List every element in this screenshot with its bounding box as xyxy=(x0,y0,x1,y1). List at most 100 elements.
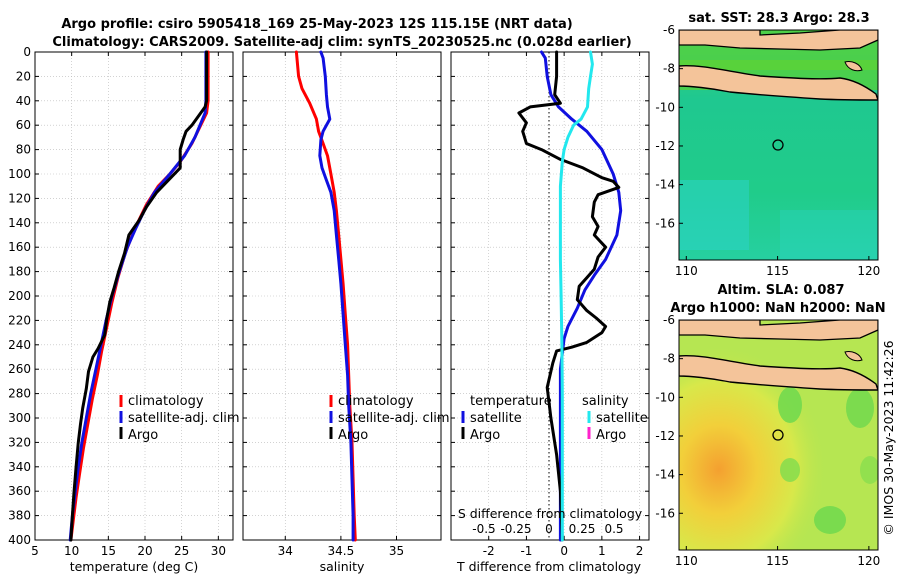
x-tick-label: 20 xyxy=(137,544,152,558)
difference-legend: temperature satellite Argo salinity sate… xyxy=(461,394,648,443)
sla-low-patch xyxy=(846,388,874,428)
legend-label-temp-argo: Argo xyxy=(470,428,500,443)
figure-title-line1: Argo profile: csiro 5905418_169 25-May-2… xyxy=(61,17,572,32)
y-tick-label: 60 xyxy=(16,118,31,132)
map-x-tick-label: 120 xyxy=(857,554,880,568)
map-y-tick-label: -16 xyxy=(655,216,675,230)
sla-map-title-line1: Altim. SLA: 0.087 xyxy=(718,283,845,298)
x-tick-label: -1 xyxy=(520,544,532,558)
temperature-ticks: 0 20 40 60 80 100 120 140 160 180 200 220 240 260 280 3… xyxy=(8,45,233,558)
sst-map-title: sat. SST: 28.3 Argo: 28.3 xyxy=(688,11,869,26)
y-tick-label: 260 xyxy=(8,362,31,376)
map-y-tick-label: -14 xyxy=(655,468,675,482)
salinity-ticks: 34 34.5 35 xyxy=(243,51,441,558)
sst-argo-location-marker xyxy=(772,139,784,151)
legend-label-climatology: climatology xyxy=(338,394,414,409)
map-x-tick-label: 115 xyxy=(766,554,789,568)
salinity-difference-tick-label: 0 xyxy=(545,522,553,536)
x-tick-label: 25 xyxy=(174,544,189,558)
difference-panel: -2 -1 0 1 2 T difference from climatology S … xyxy=(450,50,650,574)
sla-land-java xyxy=(679,354,878,391)
temperature-series xyxy=(68,50,210,542)
map-y-tick-label: -12 xyxy=(655,429,675,443)
legend-label-satellite: satellite-adj. clim xyxy=(128,411,240,426)
series-line-argo xyxy=(69,50,209,542)
legend-label-sal-satellite: satellite xyxy=(596,411,648,426)
salinity-difference-tick-label: -0.25 xyxy=(500,522,531,536)
series-line-climatology xyxy=(69,50,210,542)
salinity-difference-tick-label: 0.25 xyxy=(569,522,596,536)
y-tick-label: 100 xyxy=(8,167,31,181)
y-tick-label: 280 xyxy=(8,387,31,401)
salinity-difference-tick-label: -0.5 xyxy=(472,522,495,536)
x-tick-label: 15 xyxy=(101,544,116,558)
y-tick-label: 0 xyxy=(23,45,31,59)
x-tick-label: 1 xyxy=(598,544,606,558)
x-tick-label: 0 xyxy=(560,544,568,558)
y-tick-label: 80 xyxy=(16,143,31,157)
y-tick-label: 200 xyxy=(8,289,31,303)
sst-coastal-band xyxy=(679,60,878,70)
sla-low-patch xyxy=(780,458,800,482)
sst-cool-patch-east xyxy=(780,210,878,260)
sla-low-patch xyxy=(860,456,878,484)
difference-series xyxy=(517,50,623,542)
map-x-tick-label: 110 xyxy=(675,264,698,278)
map-x-tick-label: 120 xyxy=(857,264,880,278)
legend-label-sal-argo: Argo xyxy=(596,428,626,443)
salinity-series xyxy=(294,50,357,542)
legend-label-argo: Argo xyxy=(338,428,368,443)
salinity-difference-tick-label: 0.5 xyxy=(604,522,623,536)
y-tick-label: 180 xyxy=(8,265,31,279)
y-tick-label: 400 xyxy=(8,533,31,547)
difference-grid xyxy=(451,51,649,541)
map-y-tick-label: -16 xyxy=(655,506,675,520)
legend-head-salinity: salinity xyxy=(582,394,629,409)
copyright-stamp: © IMOS 30-May-2023 11:42:26 xyxy=(881,340,896,535)
sla-island xyxy=(844,351,863,362)
series-line-salinity-satellite xyxy=(558,50,594,542)
sla-map: Altim. SLA: 0.087 Argo h1000: NaN h2000:… xyxy=(655,283,885,568)
x-tick-label: 10 xyxy=(64,544,79,558)
legend-label-satellite: satellite-adj. clim xyxy=(338,411,450,426)
map-x-tick-label: 115 xyxy=(766,264,789,278)
y-tick-label: 220 xyxy=(8,313,31,327)
temperature-xlabel: temperature (deg C) xyxy=(70,559,199,574)
x-tick-label: 30 xyxy=(211,544,226,558)
x-tick-label: 2 xyxy=(636,544,644,558)
map-y-tick-label: -14 xyxy=(655,178,675,192)
y-tick-label: 20 xyxy=(16,69,31,83)
difference-xlabel-salinity: S difference from climatology xyxy=(458,506,643,521)
y-tick-label: 240 xyxy=(8,338,31,352)
sst-island xyxy=(844,61,863,72)
y-tick-label: 160 xyxy=(8,240,31,254)
temperature-legend: climatology satellite-adj. clim Argo xyxy=(119,394,240,443)
salinity-panel: 34 34.5 35 salinity climatology satellite-… xyxy=(242,50,450,574)
salinity-difference-ticks: -0.5 -0.25 0 0.25 0.5 xyxy=(472,522,623,536)
legend-label-climatology: climatology xyxy=(128,394,204,409)
map-x-tick-label: 110 xyxy=(675,554,698,568)
sla-map-field xyxy=(679,320,878,550)
sla-map-title-line2: Argo h1000: NaN h2000: NaN xyxy=(670,301,885,316)
figure-title-line2: Climatology: CARS2009. Satellite-adj cli… xyxy=(52,35,631,50)
sla-low-patch xyxy=(778,387,802,423)
temperature-panel: 0 20 40 60 80 100 120 140 160 180 200 220 240 260 280 3… xyxy=(8,45,240,574)
series-line-satellite-adj-clim xyxy=(318,50,355,542)
y-tick-label: 140 xyxy=(8,216,31,230)
sla-argo-location-marker xyxy=(772,429,784,441)
y-tick-label: 340 xyxy=(8,460,31,474)
y-tick-label: 120 xyxy=(8,191,31,205)
x-tick-label: 34 xyxy=(278,544,293,558)
difference-ticks: -2 -1 0 1 2 xyxy=(451,51,649,558)
sst-cool-patch-west xyxy=(679,180,749,250)
x-tick-label: 5 xyxy=(31,544,39,558)
sst-land-north xyxy=(679,30,878,51)
sla-map-ticks: 110 115 120 -6 -8 -10 -12 -14 -16 xyxy=(655,313,880,568)
map-y-tick-label: -6 xyxy=(663,313,675,327)
x-tick-label: -2 xyxy=(483,544,495,558)
legend-label-temp-satellite: satellite xyxy=(470,411,522,426)
legend-label-argo: Argo xyxy=(128,428,158,443)
y-tick-label: 320 xyxy=(8,435,31,449)
temperature-grid xyxy=(34,51,233,541)
